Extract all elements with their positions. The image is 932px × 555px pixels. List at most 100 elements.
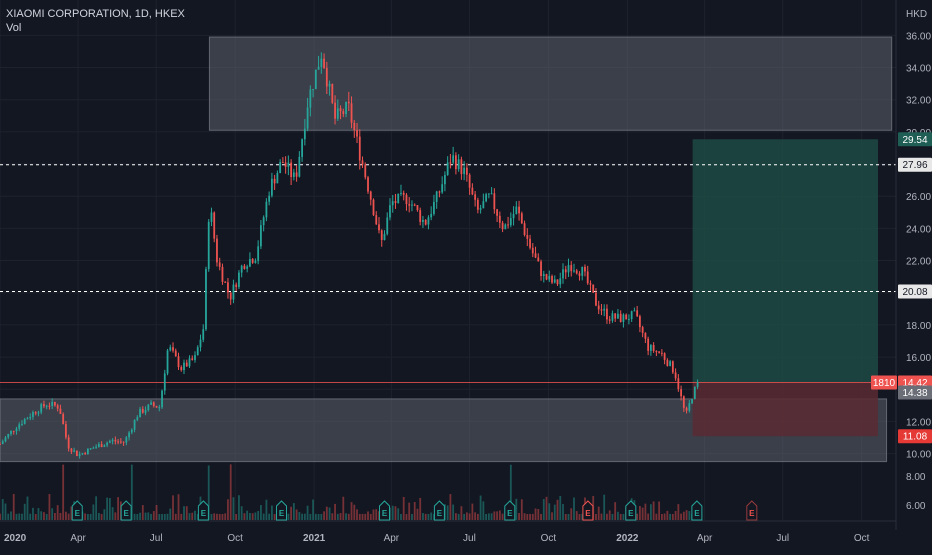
candle-body xyxy=(496,209,498,216)
candle-body xyxy=(303,128,306,140)
candle-body xyxy=(345,101,347,114)
volume-bar xyxy=(100,513,103,520)
long-position-tool[interactable] xyxy=(0,139,896,437)
time-tick-label: 2021 xyxy=(303,533,326,544)
price-tick-label: 22.00 xyxy=(906,257,931,268)
horizontal-lines[interactable] xyxy=(0,164,896,292)
earnings-badge xyxy=(625,500,637,521)
candle-body xyxy=(150,402,152,405)
price-tick-label: 32.00 xyxy=(906,96,931,107)
volume-bar xyxy=(660,513,663,520)
earnings-marker: E xyxy=(691,500,703,521)
earnings-label: E xyxy=(694,509,700,518)
candle-body xyxy=(273,178,276,184)
volume-bar xyxy=(292,503,295,520)
candle-body xyxy=(325,67,328,87)
candle-body xyxy=(471,187,474,195)
volume-bar xyxy=(334,503,336,520)
candle-body xyxy=(161,390,163,408)
volume-bar xyxy=(367,511,369,520)
time-axis[interactable]: 2020 Apr Jul Oct 2021 Apr Jul Oct 2022 Apr Jul Oct xyxy=(4,533,870,544)
candle-body xyxy=(67,437,70,449)
volume-bar xyxy=(54,512,56,520)
target-price-label: 29.54 xyxy=(902,135,927,146)
volume-bar xyxy=(207,465,210,520)
candle-body xyxy=(424,219,427,225)
candle-body xyxy=(446,162,449,175)
candle-body xyxy=(454,155,457,170)
volume-bar xyxy=(564,513,567,520)
volume-bar xyxy=(336,513,339,520)
candle-body xyxy=(334,102,336,119)
volume-bar xyxy=(529,513,531,520)
volume-bar xyxy=(312,499,314,520)
volume-bar xyxy=(666,510,669,520)
volume-indicator-label[interactable]: Vol xyxy=(6,22,22,34)
volume-bar xyxy=(70,506,73,520)
volume-bar xyxy=(682,511,685,520)
candle-body xyxy=(279,162,282,173)
volume-bar xyxy=(218,513,221,520)
candle-body xyxy=(468,174,471,188)
volume-bar xyxy=(163,513,166,520)
candle-body xyxy=(260,225,262,247)
candle-body xyxy=(537,257,540,262)
candle-body xyxy=(584,266,586,272)
volume-bar xyxy=(177,494,180,520)
earnings-marker: E xyxy=(433,500,445,521)
candle-body xyxy=(540,261,542,276)
time-tick-label: Jul xyxy=(150,533,163,544)
candle-body xyxy=(328,83,331,87)
volume-bar xyxy=(501,513,504,520)
candle-body xyxy=(603,308,606,311)
volume-bar xyxy=(639,506,641,520)
volume-bar xyxy=(397,508,400,520)
candle-body xyxy=(301,139,303,157)
candle-body xyxy=(523,223,526,235)
volume-bar xyxy=(422,513,424,520)
volume-bar xyxy=(424,513,427,520)
chart-title[interactable]: XIAOMI CORPORATION, 1D, HKEX xyxy=(6,8,185,20)
candle-body xyxy=(125,437,128,443)
candle-body xyxy=(433,201,435,214)
candle-body xyxy=(26,418,29,420)
candle-body xyxy=(526,234,529,239)
volume-bar xyxy=(457,513,460,520)
volume-bar xyxy=(232,497,235,520)
hline-price-label: 27.96 xyxy=(902,160,927,171)
candle-body xyxy=(29,416,32,419)
volume-bar xyxy=(130,464,133,520)
candle-body xyxy=(246,266,249,269)
volume-bar xyxy=(229,464,232,520)
volume-bar xyxy=(551,512,553,520)
volume-bar xyxy=(405,513,408,520)
volume-line-label-box xyxy=(898,385,932,400)
volume-bar xyxy=(611,513,614,520)
candle-body xyxy=(249,259,251,267)
volume-bar xyxy=(40,511,43,520)
candle-body xyxy=(221,266,224,282)
candle-body xyxy=(691,398,693,404)
candle-body xyxy=(493,193,496,210)
candle-body xyxy=(95,446,98,448)
volume-bar xyxy=(136,513,139,520)
hline-price-label-box xyxy=(898,157,932,172)
candle-body xyxy=(144,410,147,413)
volume-bar xyxy=(103,509,106,520)
candle-body xyxy=(130,429,133,433)
volume-bar xyxy=(158,513,161,520)
candle-body xyxy=(658,351,661,353)
candle-body xyxy=(498,215,501,223)
candle-body xyxy=(81,453,84,455)
volume-bar xyxy=(619,513,622,520)
volume-bar xyxy=(114,512,117,520)
volume-bar xyxy=(221,514,224,520)
volume-bar xyxy=(270,505,273,520)
candle-body xyxy=(152,402,155,406)
candle-body xyxy=(573,270,575,272)
volume-bar xyxy=(641,507,644,520)
candle-body xyxy=(485,194,488,202)
earnings-label: E xyxy=(279,509,285,518)
